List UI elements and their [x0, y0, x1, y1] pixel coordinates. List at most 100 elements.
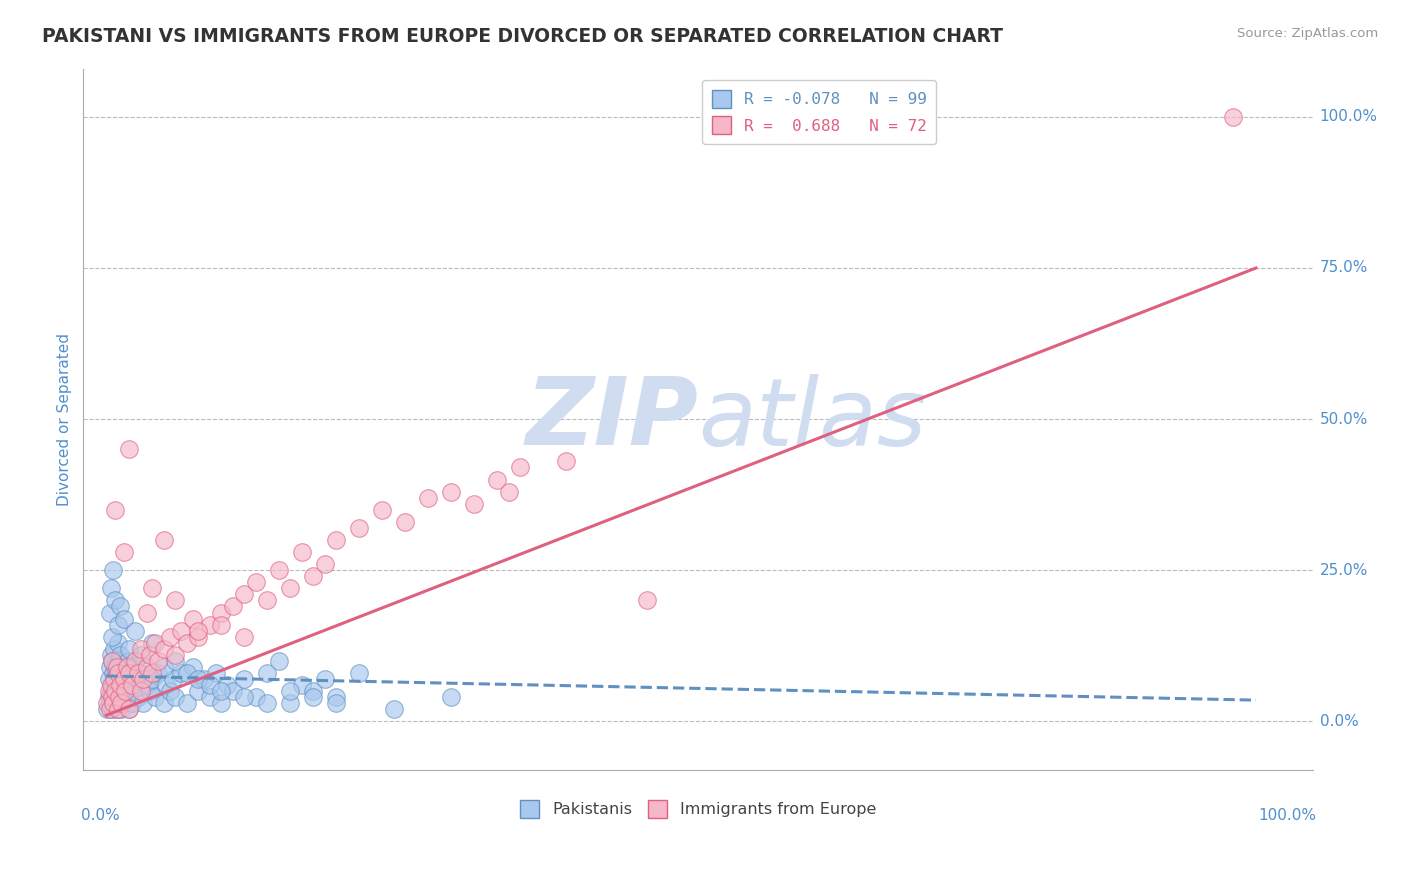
Point: [176, 696, 198, 710]
Point: [104, 593, 127, 607]
Point: [198, 690, 221, 705]
Point: [100, 582, 122, 596]
Text: 0.0%: 0.0%: [80, 808, 120, 823]
Y-axis label: Divorced or Separated: Divorced or Separated: [58, 333, 72, 506]
Point: [176, 636, 198, 650]
Point: [115, 690, 138, 705]
Point: [245, 690, 267, 705]
Point: [152, 660, 174, 674]
Point: [135, 660, 157, 674]
Point: [111, 678, 134, 692]
Point: [256, 593, 278, 607]
Point: [124, 684, 146, 698]
Point: [135, 678, 157, 692]
Point: [117, 654, 139, 668]
Point: [108, 648, 131, 662]
Point: [302, 690, 325, 705]
Point: [347, 665, 370, 680]
Point: [127, 690, 149, 705]
Point: [1222, 110, 1244, 124]
Point: [104, 502, 127, 516]
Point: [103, 672, 125, 686]
Point: [98, 696, 121, 710]
Point: [139, 684, 162, 698]
Point: [187, 624, 209, 638]
Point: [107, 617, 129, 632]
Point: [198, 678, 221, 692]
Point: [118, 702, 141, 716]
Point: [162, 672, 184, 686]
Point: [101, 630, 124, 644]
Point: [112, 545, 135, 559]
Point: [165, 648, 187, 662]
Point: [233, 630, 256, 644]
Point: [278, 696, 301, 710]
Point: [325, 690, 347, 705]
Point: [215, 678, 238, 692]
Point: [110, 696, 132, 710]
Point: [302, 684, 325, 698]
Point: [222, 684, 245, 698]
Point: [302, 569, 325, 583]
Point: [135, 606, 157, 620]
Point: [120, 678, 142, 692]
Point: [139, 648, 162, 662]
Point: [176, 665, 198, 680]
Point: [291, 678, 314, 692]
Point: [100, 648, 122, 662]
Point: [209, 606, 232, 620]
Point: [440, 484, 463, 499]
Point: [440, 690, 463, 705]
Point: [118, 665, 141, 680]
Point: [187, 672, 209, 686]
Point: [152, 533, 174, 547]
Point: [256, 665, 278, 680]
Point: [124, 624, 146, 638]
Point: [103, 563, 125, 577]
Point: [555, 454, 578, 468]
Text: PAKISTANI VS IMMIGRANTS FROM EUROPE DIVORCED OR SEPARATED CORRELATION CHART: PAKISTANI VS IMMIGRANTS FROM EUROPE DIVO…: [42, 27, 1002, 45]
Point: [509, 460, 531, 475]
Point: [101, 654, 124, 668]
Point: [101, 702, 124, 716]
Point: [124, 654, 146, 668]
Point: [105, 702, 128, 716]
Point: [98, 660, 121, 674]
Point: [107, 665, 129, 680]
Text: ZIP: ZIP: [526, 373, 699, 465]
Point: [114, 684, 136, 698]
Point: [141, 636, 163, 650]
Legend: Pakistanis, Immigrants from Europe: Pakistanis, Immigrants from Europe: [513, 794, 883, 825]
Point: [104, 684, 127, 698]
Point: [498, 484, 520, 499]
Point: [193, 672, 215, 686]
Text: 75.0%: 75.0%: [1320, 260, 1368, 276]
Point: [209, 696, 232, 710]
Point: [152, 641, 174, 656]
Point: [314, 672, 336, 686]
Point: [101, 654, 124, 668]
Text: 0.0%: 0.0%: [1320, 714, 1358, 729]
Point: [108, 684, 131, 698]
Point: [394, 515, 416, 529]
Point: [198, 617, 221, 632]
Point: [114, 672, 136, 686]
Point: [181, 660, 204, 674]
Point: [103, 665, 125, 680]
Point: [143, 636, 166, 650]
Point: [463, 497, 485, 511]
Point: [97, 684, 120, 698]
Point: [267, 654, 290, 668]
Point: [103, 696, 125, 710]
Point: [165, 690, 187, 705]
Point: [187, 630, 209, 644]
Point: [129, 665, 152, 680]
Point: [115, 660, 138, 674]
Point: [159, 630, 181, 644]
Point: [155, 678, 177, 692]
Point: [121, 660, 143, 674]
Point: [112, 660, 135, 674]
Point: [105, 672, 128, 686]
Point: [121, 696, 143, 710]
Point: [371, 502, 394, 516]
